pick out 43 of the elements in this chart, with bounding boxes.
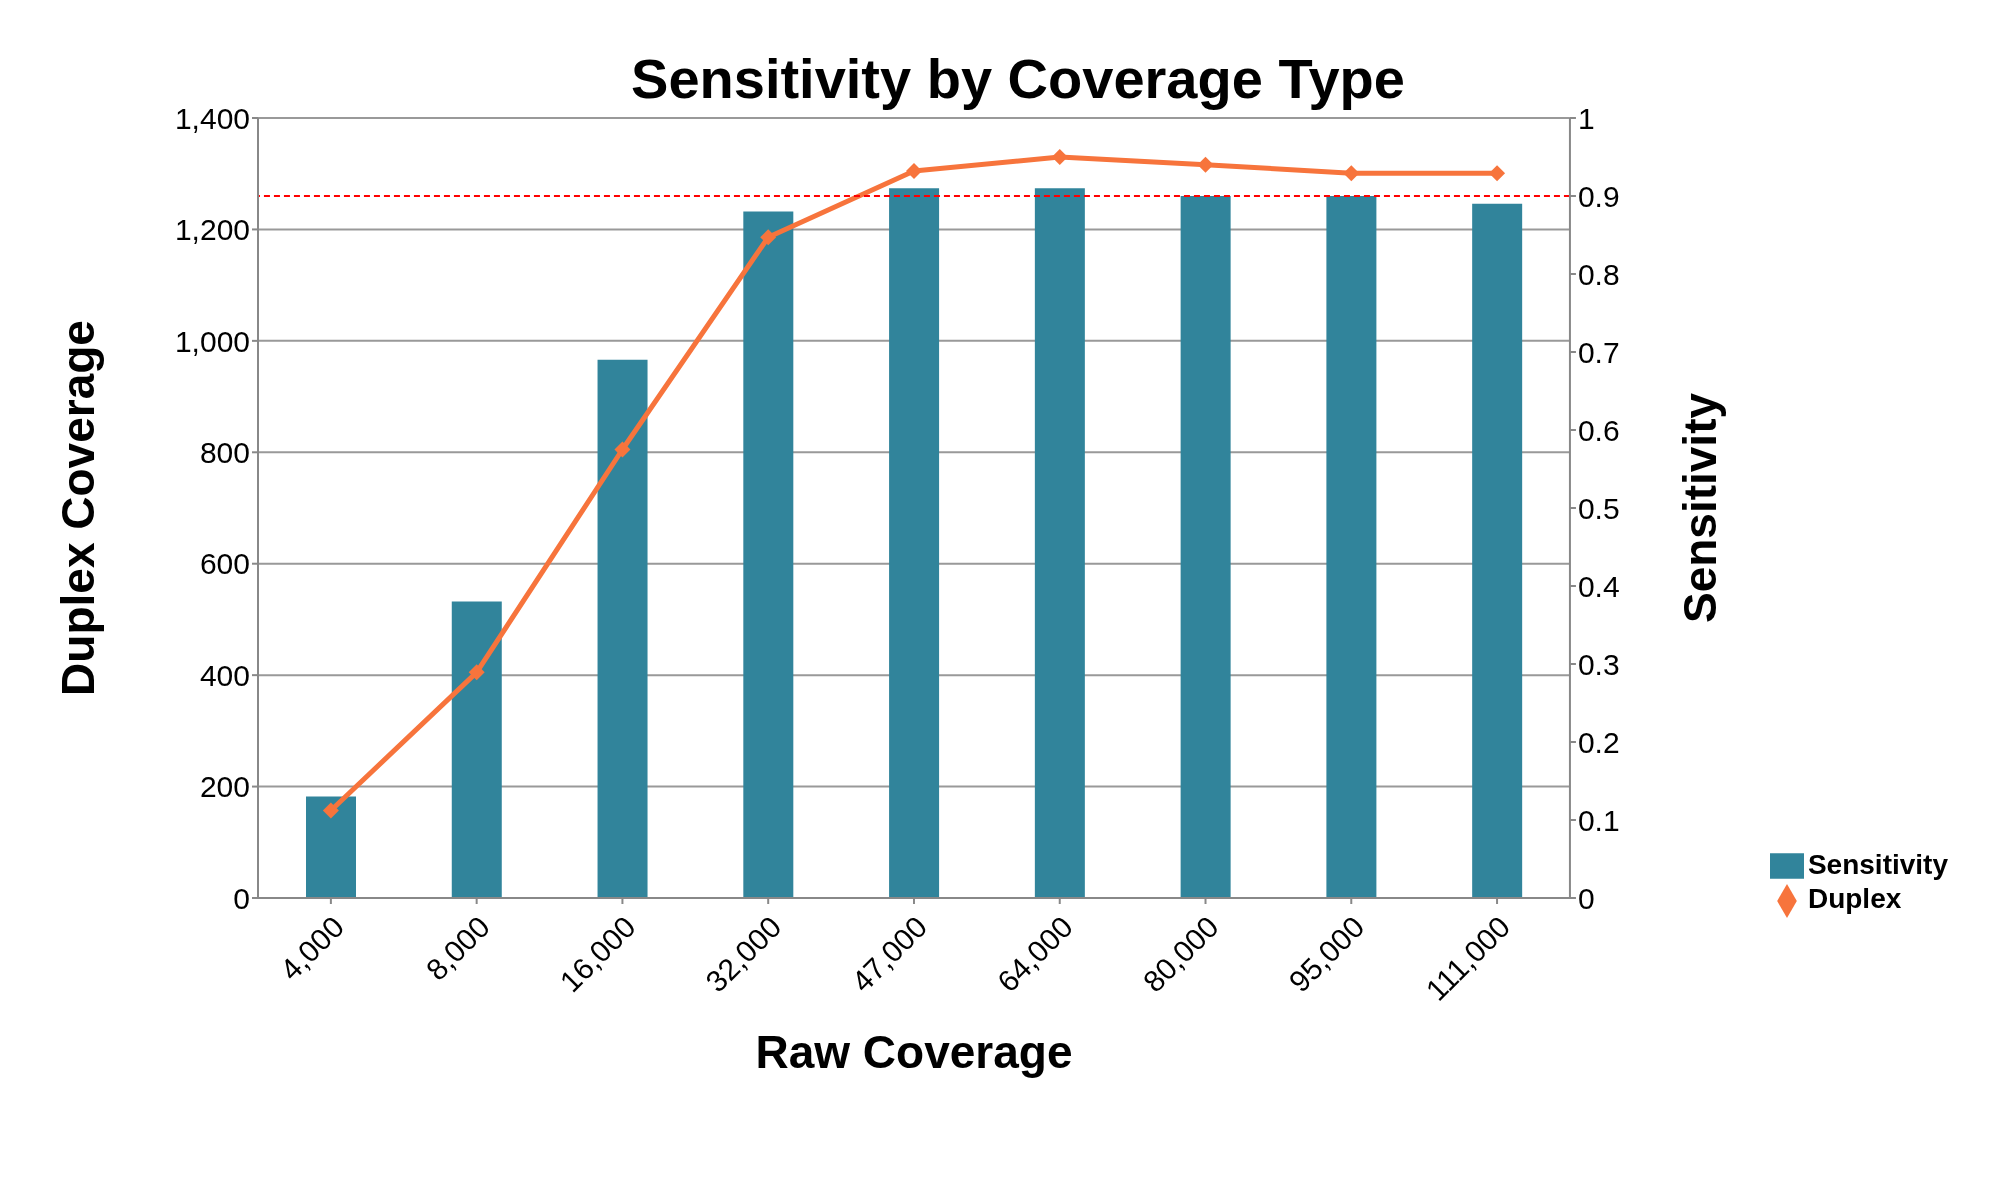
legend-label: Duplex: [1807, 883, 1902, 915]
bar: [1326, 196, 1377, 898]
point: [760, 229, 777, 246]
y-tick-label: 600: [199, 547, 250, 581]
y2-tick-label: 0.7: [1577, 335, 1620, 369]
bar: [451, 601, 502, 898]
bar: [889, 188, 940, 898]
point: [1489, 165, 1506, 182]
y2-tick-label: 0.2: [1577, 725, 1620, 759]
legend-label: Sensitivity: [1807, 848, 1948, 880]
y2-tick-label: 0: [1577, 881, 1595, 915]
bar: [1034, 188, 1085, 898]
point: [905, 162, 922, 179]
y2-tick-label: 0.3: [1577, 647, 1620, 681]
y2-tick-label: 1: [1577, 101, 1595, 135]
bar: [743, 211, 794, 898]
point: [614, 441, 631, 458]
point: [322, 802, 339, 819]
y2-tick-label: 0.6: [1577, 413, 1620, 447]
y2-axis-title: Sensitivity: [1674, 392, 1727, 624]
y-tick-label: 1,200: [174, 213, 250, 247]
bar: [1472, 203, 1523, 898]
y2-tick-label: 0.8: [1577, 257, 1620, 291]
y2-tick-label: 0.4: [1577, 569, 1620, 603]
y2-tick-label: 0.5: [1577, 491, 1620, 525]
bar: [1180, 196, 1231, 898]
bar: [597, 359, 648, 898]
y2-tick-label: 0.1: [1577, 803, 1620, 837]
y-tick-label: 200: [199, 770, 250, 804]
bar: [306, 796, 356, 898]
chart-title: Sensitivity by Coverage Type: [631, 47, 1405, 110]
point: [1051, 149, 1068, 165]
y-tick-label: 1,000: [174, 324, 250, 358]
point: [1197, 156, 1214, 173]
y-tick-label: 0: [233, 881, 250, 915]
y2-tick-label: 0.9: [1577, 179, 1620, 213]
point: [1343, 165, 1360, 182]
y-tick-label: 800: [199, 435, 250, 469]
y-tick-label: 400: [199, 658, 250, 692]
y-tick-label: 1,400: [174, 101, 250, 135]
y-axis-title: Duplex Coverage: [52, 320, 105, 696]
x-axis-title: Raw Coverage: [755, 1026, 1073, 1078]
point: [468, 664, 485, 681]
